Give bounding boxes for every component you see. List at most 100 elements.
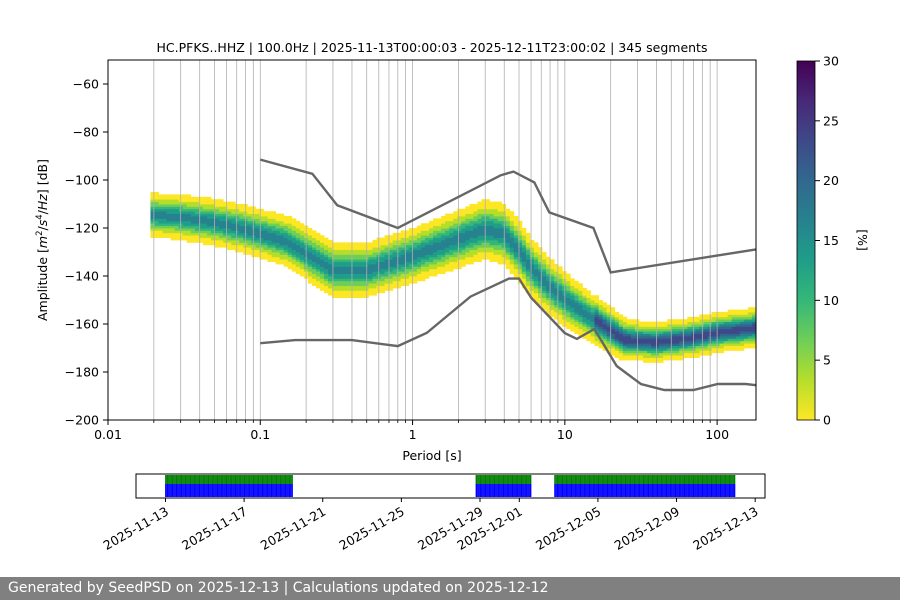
heatmap-cell	[368, 278, 373, 282]
heatmap-cell	[558, 288, 563, 291]
heatmap-cell	[582, 324, 587, 327]
heatmap-cell	[743, 326, 749, 330]
heatmap-cell	[509, 256, 515, 260]
heatmap-cell	[384, 254, 390, 258]
heatmap-cell	[441, 266, 446, 270]
heatmap-cell	[550, 268, 555, 272]
heatmap-cell	[429, 271, 434, 274]
heatmap-cell	[198, 208, 204, 212]
heatmap-cell	[465, 254, 470, 258]
heatmap-cell	[465, 235, 470, 238]
heatmap-cell	[198, 225, 204, 229]
heatmap-cell	[380, 271, 385, 274]
heatmap-cell	[574, 324, 579, 327]
heatmap-cell	[344, 278, 349, 282]
heatmap-cell	[453, 223, 458, 226]
heatmap-cell	[400, 242, 406, 246]
heatmap-cell	[299, 266, 305, 270]
heatmap-cell	[255, 211, 260, 214]
heatmap-cell	[283, 225, 289, 229]
heatmap-cell	[150, 228, 155, 231]
chart-title: HC.PFKS..HHZ | 100.0Hz | 2025-11-13T00:0…	[157, 40, 708, 55]
heatmap-cell	[400, 237, 406, 241]
heatmap-cell	[352, 278, 357, 282]
heatmap-cell	[513, 223, 519, 226]
heatmap-cell	[606, 336, 612, 339]
heatmap-cell	[380, 276, 385, 279]
heatmap-cell	[578, 285, 583, 289]
heatmap-cell	[283, 244, 289, 248]
heatmap-cell	[695, 326, 700, 330]
heatmap-cell	[493, 237, 499, 241]
heatmap-cell	[154, 192, 159, 195]
heatmap-cell	[307, 244, 313, 248]
heatmap-cell	[332, 254, 337, 258]
heatmap-cell	[719, 326, 725, 330]
heatmap-cell	[239, 206, 244, 210]
heatmap-cell	[166, 208, 172, 212]
heatmap-cell	[566, 292, 571, 296]
heatmap-cell	[174, 218, 180, 222]
heatmap-cell	[429, 266, 434, 270]
heatmap-cell	[267, 247, 272, 250]
heatmap-cell	[255, 247, 260, 250]
heatmap-cell	[424, 256, 430, 260]
heatmap-cell	[529, 292, 535, 296]
heatmap-cell	[291, 235, 297, 238]
heatmap-cell	[396, 254, 402, 258]
heatmap-cell	[437, 254, 442, 258]
heatmap-cell	[582, 290, 587, 294]
heatmap-cell	[328, 244, 333, 248]
heatmap-cell	[509, 218, 515, 222]
heatmap-cell	[570, 316, 575, 320]
heatmap-cell	[182, 213, 188, 217]
heatmap-cell	[517, 242, 523, 246]
heatmap-cell	[723, 326, 729, 330]
heatmap-cell	[352, 290, 357, 294]
heatmap-cell	[679, 357, 684, 361]
heatmap-cell	[521, 273, 527, 277]
heatmap-cell	[481, 208, 486, 212]
x-tick-label: 10	[557, 427, 573, 442]
heatmap-cell	[416, 266, 422, 270]
heatmap-cell	[550, 302, 555, 306]
heatmap-cell	[703, 316, 708, 320]
heatmap-cell	[602, 324, 608, 327]
heatmap-cell	[227, 235, 232, 238]
heatmap-cell	[703, 343, 708, 346]
heatmap-cell	[202, 232, 208, 236]
heatmap-cell	[315, 261, 321, 265]
heatmap-cell	[299, 259, 305, 262]
heatmap-cell	[372, 240, 377, 243]
heatmap-cell	[602, 321, 608, 325]
heatmap-cell	[481, 244, 486, 248]
heatmap-cell	[562, 276, 567, 279]
heatmap-cell	[614, 319, 620, 322]
heatmap-cell	[360, 268, 365, 272]
heatmap-cell	[453, 235, 458, 238]
heatmap-cell	[751, 319, 757, 322]
heatmap-cell	[279, 247, 285, 250]
heatmap-cell	[429, 232, 434, 236]
heatmap-cell	[259, 225, 264, 229]
heatmap-cell	[291, 223, 297, 226]
heatmap-cell	[558, 312, 563, 315]
heatmap-cell	[271, 211, 276, 214]
heatmap-cell	[606, 314, 612, 318]
heatmap-cell	[731, 312, 737, 315]
heatmap-cell	[493, 223, 499, 226]
heatmap-cell	[307, 271, 313, 274]
heatmap-cell	[618, 328, 624, 332]
heatmap-cell	[574, 321, 579, 325]
heatmap-cell	[554, 290, 559, 294]
heatmap-cell	[610, 307, 616, 310]
heatmap-cell	[538, 292, 543, 296]
heatmap-cell	[441, 247, 446, 250]
heatmap-cell	[239, 244, 244, 248]
heatmap-cell	[655, 324, 660, 327]
heatmap-cell	[675, 350, 680, 354]
heatmap-cell	[739, 328, 745, 332]
heatmap-cell	[247, 206, 252, 210]
heatmap-cell	[711, 340, 717, 344]
heatmap-cell	[703, 340, 708, 344]
